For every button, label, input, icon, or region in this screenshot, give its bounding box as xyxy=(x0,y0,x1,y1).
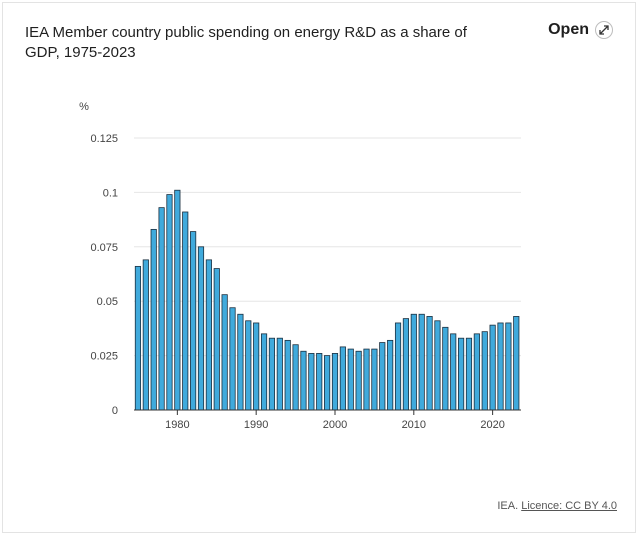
bar xyxy=(158,207,165,411)
bar xyxy=(324,355,331,411)
y-tick-label: 0.075 xyxy=(90,242,118,254)
bar xyxy=(150,228,157,411)
bar xyxy=(197,246,205,411)
y-tick-label: 0.05 xyxy=(97,296,118,308)
bar xyxy=(458,337,465,411)
bar xyxy=(410,313,417,411)
bar xyxy=(190,231,197,411)
bar xyxy=(347,348,354,411)
bar xyxy=(481,331,488,411)
bar xyxy=(387,339,394,411)
bar xyxy=(253,322,260,411)
bar xyxy=(292,344,299,411)
bar xyxy=(363,348,370,411)
bar xyxy=(513,316,520,411)
bar xyxy=(237,313,244,411)
bar xyxy=(308,353,315,411)
y-axis-label: % xyxy=(79,101,89,113)
x-tick-label: 2020 xyxy=(480,419,504,431)
x-tick-label: 1980 xyxy=(165,419,189,431)
open-button-label: Open xyxy=(548,21,589,38)
bar xyxy=(300,350,307,411)
license-link[interactable]: Licence: CC BY 4.0 xyxy=(521,500,617,512)
bar xyxy=(394,322,402,411)
x-tick-label: 1990 xyxy=(244,419,268,431)
bar xyxy=(331,353,339,411)
bar xyxy=(221,294,228,411)
bar xyxy=(213,268,220,411)
bar xyxy=(134,265,142,411)
bar xyxy=(245,320,252,411)
bar xyxy=(260,333,268,411)
bar xyxy=(371,348,378,411)
bar xyxy=(142,259,149,411)
y-tick-label: 0.125 xyxy=(90,133,118,145)
bar xyxy=(450,333,457,411)
bar xyxy=(442,326,449,411)
bar xyxy=(229,307,236,411)
chart-footer: IEA. Licence: CC BY 4.0 xyxy=(497,500,617,512)
bar xyxy=(426,316,433,411)
bar xyxy=(505,322,512,411)
expand-arrows-icon xyxy=(595,21,613,39)
bar xyxy=(418,313,425,411)
bar xyxy=(284,339,291,411)
y-tick-label: 0 xyxy=(112,405,118,417)
open-button[interactable]: Open xyxy=(548,21,613,39)
bar xyxy=(402,318,410,411)
chart-title: IEA Member country public spending on en… xyxy=(25,24,467,61)
bar xyxy=(434,320,441,411)
bar xyxy=(316,353,323,411)
bar xyxy=(355,350,362,411)
x-tick-label: 2000 xyxy=(323,419,347,431)
bar xyxy=(276,337,283,411)
source-text: IEA. xyxy=(497,500,519,512)
bar xyxy=(205,259,212,411)
bar xyxy=(489,324,496,411)
bar xyxy=(166,194,173,411)
bar xyxy=(339,346,346,411)
bar xyxy=(473,333,480,411)
bar xyxy=(379,342,386,411)
chart-card: IEA Member country public spending on en… xyxy=(2,2,636,533)
bar xyxy=(497,322,504,411)
y-tick-label: 0.025 xyxy=(90,351,118,363)
bar xyxy=(465,337,473,411)
y-tick-label: 0.1 xyxy=(103,187,118,199)
x-tick-label: 2010 xyxy=(402,419,426,431)
bar xyxy=(174,189,181,411)
bar xyxy=(182,211,189,411)
bar xyxy=(268,337,276,411)
